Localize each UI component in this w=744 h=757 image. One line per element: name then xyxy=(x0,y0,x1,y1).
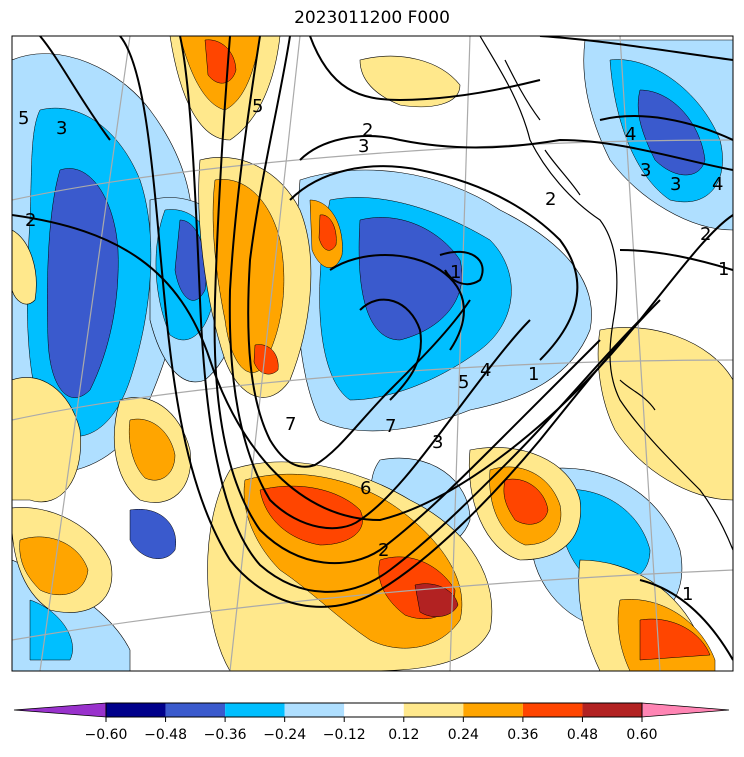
colorbar-outline xyxy=(105,702,643,718)
coastlines xyxy=(479,36,733,551)
colorbar-extend-min xyxy=(13,702,107,718)
colorbar-tick-label: 0.12 xyxy=(388,727,419,743)
contour-label: 2 xyxy=(362,120,373,141)
contour-label: 5 xyxy=(18,108,29,129)
contour-label: 4 xyxy=(625,124,636,145)
contour-label: 3 xyxy=(432,432,443,453)
contour-label: 6 xyxy=(360,478,371,499)
contour-label: 2 xyxy=(700,224,711,245)
colorbar-segment xyxy=(106,703,166,717)
colorbar-tick-label: 0.36 xyxy=(507,727,538,743)
contour-labels: 5 3 2 3 2 3 5 3 2 2 4 4 1 1 7 7 5 4 1 3 … xyxy=(18,96,729,605)
colorbar-tick-label: −0.48 xyxy=(144,727,187,743)
contour-label: 3 xyxy=(670,174,681,195)
lat-lon-grid xyxy=(12,36,733,671)
colorbar-tick-label: −0.36 xyxy=(204,727,247,743)
colorbar-segment xyxy=(344,703,404,717)
colorbar-segment xyxy=(284,703,345,717)
colorbar-segment xyxy=(582,703,642,717)
contour-label: 3 xyxy=(358,136,369,157)
contour-label: 7 xyxy=(385,416,396,437)
fill-p048 xyxy=(414,583,459,617)
contour-label: 3 xyxy=(640,160,651,181)
contour-label: 2 xyxy=(25,210,36,231)
colorbar-tick-label: −0.24 xyxy=(263,727,306,743)
contour-label: 2 xyxy=(378,540,389,561)
contour-label: 5 xyxy=(252,96,263,117)
contour-label: 1 xyxy=(450,262,461,283)
colorbar-ticks: −0.60 −0.48 −0.36 −0.24 −0.12 0.12 0.24 0.36 0.4… xyxy=(85,717,658,743)
colorbar-tick-label: −0.60 xyxy=(85,727,128,743)
contour-label: 1 xyxy=(718,259,729,280)
colorbar-segment xyxy=(225,703,285,717)
colorbar: −0.60 −0.48 −0.36 −0.24 −0.12 0.12 0.24 0.36 0.4… xyxy=(13,702,730,743)
map-title: 2023011200 F000 xyxy=(294,8,450,28)
contour-label: 2 xyxy=(545,189,556,210)
colorbar-segment xyxy=(403,703,464,717)
colorbar-tick-label: −0.12 xyxy=(323,727,366,743)
colorbar-extend-max xyxy=(641,702,730,718)
contour-lines xyxy=(12,36,733,661)
map-frame xyxy=(11,35,734,672)
colorbar-segments xyxy=(13,702,730,718)
colorbar-segment xyxy=(522,703,583,717)
colorbar-tick-label: 0.60 xyxy=(626,727,657,743)
contour-label: 3 xyxy=(56,118,67,139)
colorbar-segment xyxy=(165,703,226,717)
colorbar-tick-label: 0.24 xyxy=(448,727,479,743)
contour-label: 1 xyxy=(682,584,693,605)
colorbar-segment xyxy=(463,703,523,717)
contour-label: 4 xyxy=(480,360,491,381)
colorbar-tick-label: 0.48 xyxy=(567,727,598,743)
contour-label: 5 xyxy=(458,372,469,393)
contour-label: 7 xyxy=(285,414,296,435)
contour-label: 4 xyxy=(712,174,723,195)
contour-label: 1 xyxy=(528,364,539,385)
